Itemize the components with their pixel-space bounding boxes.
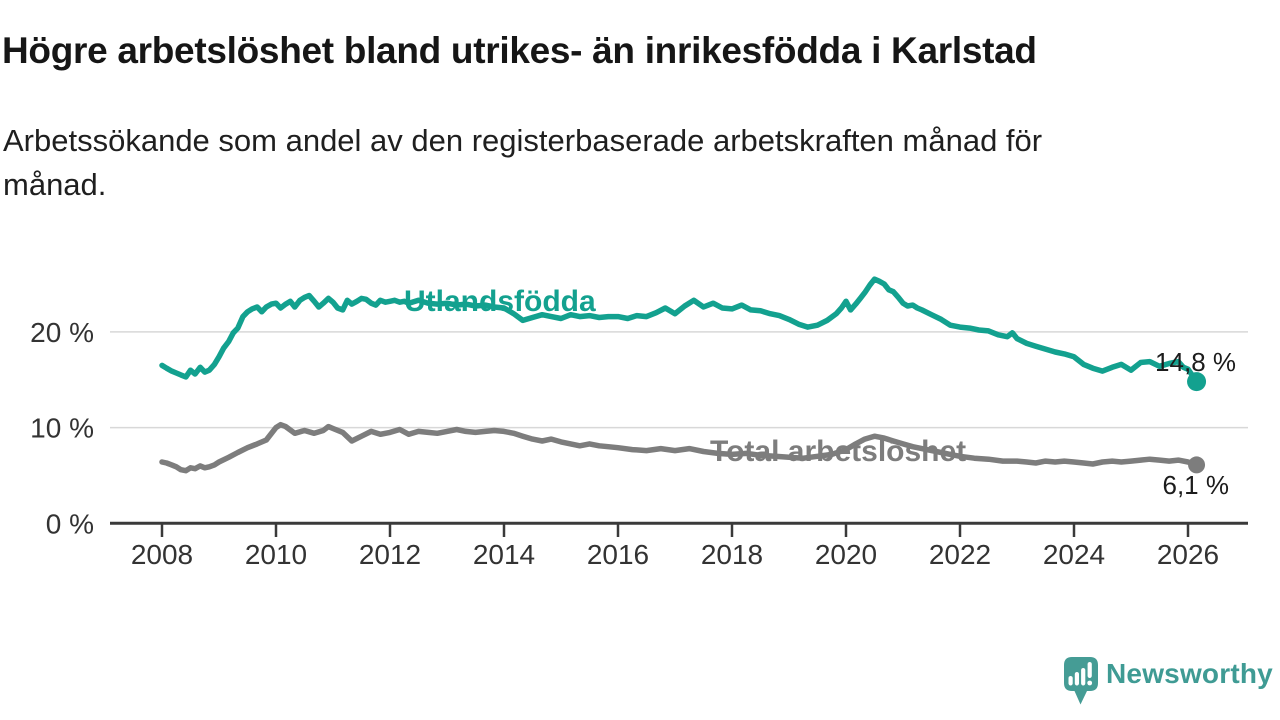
end-dot-total-arbetsloshet bbox=[1188, 456, 1206, 474]
end-value-label-utlandsfodda: 14,8 % bbox=[1155, 347, 1236, 377]
end-value-label-total-arbetsloshet: 6,1 % bbox=[1163, 470, 1230, 500]
x-tick-label: 2022 bbox=[929, 539, 991, 570]
x-tick-label: 2026 bbox=[1157, 539, 1219, 570]
x-tick-label: 2014 bbox=[473, 539, 535, 570]
series-line-utlandsfodda bbox=[159, 276, 1200, 385]
series-label-utlandsfodda: Utlandsfödda bbox=[404, 285, 596, 318]
y-tick-label: 10 % bbox=[30, 413, 94, 444]
x-tick-label: 2008 bbox=[131, 539, 193, 570]
x-tick-label: 2012 bbox=[359, 539, 421, 570]
logo-exclamation-dot bbox=[1087, 680, 1093, 686]
logo-bar-small bbox=[1068, 676, 1073, 686]
series-line-total-arbetsloshet bbox=[159, 421, 1200, 474]
page-title: Högre arbetslöshet bland utrikes- än inr… bbox=[2, 30, 1037, 71]
page-subtitle: Arbetssökande som andel av den registerb… bbox=[3, 123, 1043, 202]
x-tick-label: 2024 bbox=[1043, 539, 1105, 570]
newsworthy-brand: Newsworthy bbox=[1052, 646, 1280, 708]
x-tick-label: 2020 bbox=[815, 539, 877, 570]
logo-bar-large bbox=[1081, 668, 1086, 686]
x-tick-label: 2016 bbox=[587, 539, 649, 570]
logo-bar-medium bbox=[1074, 672, 1079, 686]
newsworthy-logo-icon bbox=[1064, 657, 1098, 705]
x-tick-label: 2018 bbox=[701, 539, 763, 570]
newsworthy-brand-text: Newsworthy bbox=[1106, 658, 1273, 689]
end-dot-utlandsfodda bbox=[1187, 372, 1207, 392]
y-tick-label: 20 % bbox=[30, 317, 94, 348]
logo-exclamation-bar bbox=[1087, 662, 1092, 678]
y-tick-label: 0 % bbox=[46, 508, 94, 539]
series-label-total-arbetsloshet: Total arbetslöshet bbox=[710, 435, 966, 468]
x-tick-label: 2010 bbox=[245, 539, 307, 570]
